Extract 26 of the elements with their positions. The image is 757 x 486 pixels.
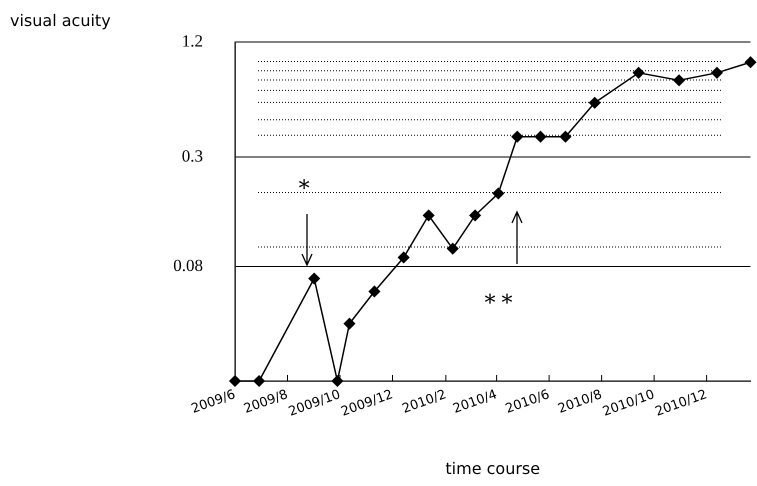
point: [560, 130, 572, 142]
annotation: **: [484, 291, 519, 316]
annotation: *: [298, 176, 316, 202]
point: [673, 74, 685, 86]
point: [588, 97, 600, 109]
point: [632, 67, 644, 79]
point: [398, 252, 410, 264]
point: [308, 272, 320, 284]
point: [229, 375, 241, 387]
point: [332, 375, 344, 387]
x-axis-title: time course: [445, 459, 540, 478]
y-tick-label: 0.08: [173, 256, 203, 275]
point: [446, 242, 458, 254]
point: [344, 318, 356, 330]
y-axis-title: visual acuity: [10, 11, 111, 30]
point: [711, 67, 723, 79]
point: [744, 56, 756, 68]
point: [492, 188, 504, 200]
point: [534, 130, 546, 142]
point: [469, 210, 481, 222]
point: [253, 375, 265, 387]
y-tick-label: 0.3: [182, 146, 203, 166]
point: [422, 210, 434, 222]
y-tick-label: 1.2: [182, 32, 203, 51]
point: [512, 130, 524, 142]
point: [368, 286, 380, 298]
